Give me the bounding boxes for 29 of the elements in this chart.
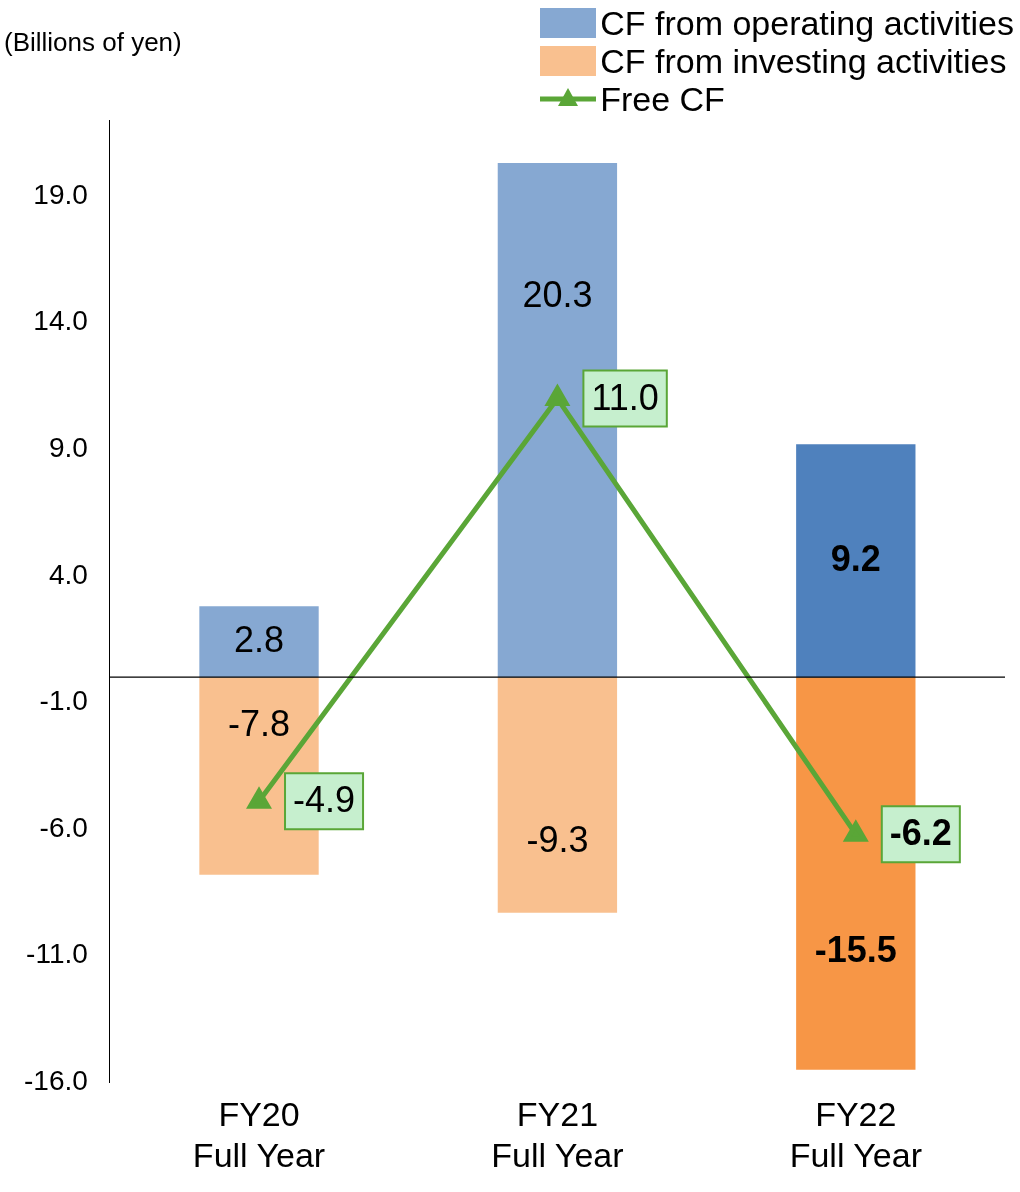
data-label: 2.8 <box>233 618 285 660</box>
data-label: -15.5 <box>814 928 897 970</box>
data-label: 11.0 <box>591 376 659 418</box>
y-tick-label: 4.0 <box>48 558 88 590</box>
data-label: -7.8 <box>227 703 291 745</box>
y-tick-label: -16.0 <box>23 1065 88 1097</box>
data-label: -4.9 <box>293 779 356 821</box>
data-label: -6.2 <box>889 812 952 854</box>
bar <box>796 444 916 678</box>
y-tick-label: 19.0 <box>33 178 88 210</box>
y-tick-label: 9.0 <box>48 431 88 463</box>
point <box>246 786 272 809</box>
y-tick-label: -1.0 <box>39 685 88 717</box>
x-tick-label: FY20 Full Year <box>192 1095 326 1174</box>
y-tick-label: 14.0 <box>33 305 88 337</box>
y-tick-label: -11.0 <box>26 938 88 970</box>
legend-label: CF from operating activities <box>600 4 1014 42</box>
x-tick-label: FY22 Full Year <box>789 1095 922 1174</box>
bar <box>199 606 319 678</box>
y-tick-label: -6.0 <box>39 811 88 843</box>
legend-label: Free CF <box>600 80 725 118</box>
legend-label: CF from investing activities <box>600 42 1007 80</box>
y-axis-title: (Billions of yen) <box>4 27 182 58</box>
data-label: -9.3 <box>526 818 589 860</box>
data-label: 9.2 <box>830 537 881 579</box>
bar <box>497 677 618 913</box>
point <box>843 819 869 842</box>
data-label: 20.3 <box>522 273 593 315</box>
x-tick-label: FY21 Full Year <box>491 1095 624 1174</box>
